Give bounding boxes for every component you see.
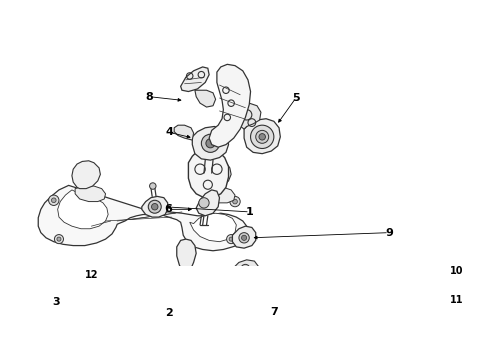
Circle shape (177, 279, 183, 286)
Text: 2: 2 (165, 308, 173, 318)
Text: 4: 4 (165, 127, 173, 137)
Polygon shape (188, 148, 228, 198)
Circle shape (122, 287, 127, 292)
Circle shape (259, 134, 265, 140)
Circle shape (103, 287, 108, 292)
Circle shape (54, 235, 63, 244)
Circle shape (264, 286, 277, 299)
Polygon shape (233, 260, 258, 276)
Polygon shape (192, 126, 228, 160)
Polygon shape (232, 226, 255, 248)
Circle shape (149, 183, 156, 189)
Circle shape (122, 275, 127, 280)
Circle shape (58, 290, 65, 298)
Circle shape (241, 295, 249, 302)
Circle shape (148, 200, 161, 213)
Polygon shape (174, 125, 193, 140)
Polygon shape (206, 187, 235, 203)
Circle shape (229, 197, 240, 207)
Circle shape (151, 203, 158, 210)
Circle shape (241, 264, 249, 273)
Polygon shape (38, 185, 247, 251)
Polygon shape (180, 67, 209, 91)
Circle shape (250, 125, 273, 148)
Circle shape (198, 198, 209, 208)
Polygon shape (34, 288, 52, 300)
Circle shape (255, 130, 268, 143)
Text: 5: 5 (291, 93, 299, 103)
Circle shape (48, 195, 59, 206)
Circle shape (103, 275, 108, 280)
Text: 3: 3 (52, 297, 60, 307)
Polygon shape (176, 239, 196, 279)
Circle shape (226, 235, 235, 244)
Polygon shape (52, 288, 70, 300)
Polygon shape (257, 283, 285, 302)
Polygon shape (195, 90, 215, 107)
Polygon shape (205, 160, 231, 187)
Circle shape (267, 289, 274, 296)
Polygon shape (235, 103, 261, 129)
Text: 6: 6 (163, 204, 171, 214)
Circle shape (243, 267, 247, 271)
Text: 10: 10 (449, 266, 462, 276)
Polygon shape (189, 213, 236, 242)
Circle shape (232, 199, 237, 204)
Text: 12: 12 (84, 270, 98, 280)
Polygon shape (100, 271, 130, 296)
Text: 11: 11 (449, 295, 462, 305)
Circle shape (186, 279, 193, 286)
Circle shape (201, 134, 219, 152)
Text: 1: 1 (245, 207, 253, 217)
Circle shape (51, 198, 56, 203)
Polygon shape (244, 119, 280, 154)
Polygon shape (142, 197, 167, 217)
Circle shape (205, 139, 215, 148)
Polygon shape (58, 190, 108, 229)
Circle shape (239, 233, 249, 243)
Polygon shape (72, 161, 100, 189)
Polygon shape (196, 190, 219, 216)
Polygon shape (172, 279, 196, 287)
Circle shape (229, 237, 233, 241)
Text: 8: 8 (145, 92, 153, 102)
Circle shape (40, 290, 47, 298)
Polygon shape (229, 289, 259, 308)
Circle shape (241, 235, 246, 240)
Polygon shape (75, 186, 105, 202)
Polygon shape (209, 64, 250, 147)
Text: 7: 7 (269, 307, 277, 316)
Circle shape (57, 237, 61, 241)
Text: 9: 9 (385, 228, 392, 238)
